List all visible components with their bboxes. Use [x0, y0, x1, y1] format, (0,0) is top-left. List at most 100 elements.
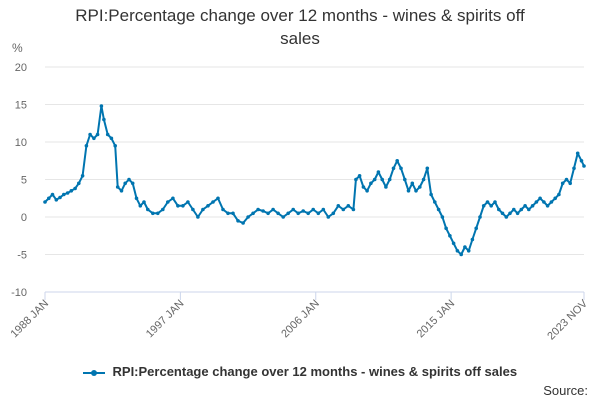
data-point[interactable]: [575, 151, 580, 156]
data-point[interactable]: [113, 144, 117, 148]
data-point[interactable]: [391, 166, 396, 171]
data-point[interactable]: [568, 181, 572, 186]
data-point[interactable]: [341, 207, 346, 212]
data-point[interactable]: [357, 174, 362, 178]
data-point[interactable]: [433, 200, 437, 204]
data-point[interactable]: [291, 207, 296, 212]
data-point[interactable]: [166, 200, 170, 204]
data-point[interactable]: [384, 185, 388, 189]
data-point[interactable]: [296, 211, 301, 216]
data-point[interactable]: [176, 204, 180, 208]
data-point[interactable]: [138, 204, 143, 208]
data-point[interactable]: [466, 249, 471, 253]
data-point[interactable]: [572, 166, 576, 171]
data-point[interactable]: [95, 132, 100, 137]
data-point[interactable]: [406, 189, 411, 193]
data-point[interactable]: [354, 177, 358, 182]
data-point[interactable]: [226, 211, 230, 216]
data-point[interactable]: [130, 181, 135, 186]
data-point[interactable]: [73, 186, 77, 191]
data-point[interactable]: [376, 170, 381, 174]
data-point[interactable]: [311, 207, 316, 212]
data-point[interactable]: [151, 211, 155, 216]
data-point[interactable]: [58, 195, 62, 200]
data-point[interactable]: [246, 215, 250, 219]
data-point[interactable]: [497, 207, 501, 212]
data-point[interactable]: [88, 132, 92, 137]
data-point[interactable]: [109, 136, 114, 141]
data-point[interactable]: [429, 192, 433, 197]
data-point[interactable]: [410, 181, 415, 186]
data-point[interactable]: [221, 207, 225, 212]
data-point[interactable]: [418, 185, 422, 189]
data-point[interactable]: [395, 159, 400, 163]
data-point[interactable]: [181, 204, 185, 208]
data-point[interactable]: [557, 192, 561, 197]
data-point[interactable]: [553, 196, 557, 201]
data-point[interactable]: [206, 204, 210, 208]
data-point[interactable]: [231, 211, 235, 216]
data-point[interactable]: [448, 234, 452, 238]
data-point[interactable]: [463, 245, 467, 249]
data-point[interactable]: [326, 215, 331, 219]
data-point[interactable]: [403, 177, 407, 182]
data-point[interactable]: [142, 200, 146, 204]
data-point[interactable]: [256, 207, 260, 212]
data-point[interactable]: [451, 241, 456, 246]
data-point[interactable]: [500, 211, 505, 216]
data-point[interactable]: [579, 159, 584, 163]
data-point[interactable]: [504, 215, 509, 219]
data-point[interactable]: [380, 177, 385, 182]
data-point[interactable]: [351, 207, 356, 212]
data-point[interactable]: [266, 211, 270, 216]
legend[interactable]: RPI:Percentage change over 12 months - w…: [0, 364, 600, 379]
data-point[interactable]: [478, 215, 482, 219]
data-point[interactable]: [538, 196, 542, 201]
data-point[interactable]: [54, 198, 59, 202]
data-point[interactable]: [306, 211, 311, 216]
data-point[interactable]: [331, 211, 336, 216]
data-point[interactable]: [241, 221, 245, 225]
data-point[interactable]: [474, 226, 479, 231]
data-point[interactable]: [99, 104, 104, 108]
data-point[interactable]: [316, 211, 321, 216]
data-point[interactable]: [421, 177, 426, 182]
data-point[interactable]: [425, 166, 430, 171]
data-point[interactable]: [387, 177, 392, 182]
data-point[interactable]: [281, 215, 286, 219]
data-point[interactable]: [545, 204, 550, 208]
data-point[interactable]: [346, 204, 351, 208]
data-point[interactable]: [436, 207, 441, 212]
data-point[interactable]: [92, 136, 96, 141]
data-point[interactable]: [47, 196, 51, 201]
data-point[interactable]: [271, 207, 275, 212]
data-point[interactable]: [519, 207, 524, 212]
data-point[interactable]: [65, 191, 70, 195]
data-point[interactable]: [489, 204, 494, 208]
data-point[interactable]: [301, 209, 306, 213]
data-point[interactable]: [336, 204, 341, 208]
data-point[interactable]: [515, 211, 520, 216]
data-point[interactable]: [582, 164, 586, 168]
data-point[interactable]: [62, 192, 66, 197]
data-point[interactable]: [134, 196, 139, 201]
data-point[interactable]: [459, 252, 464, 257]
data-point[interactable]: [365, 189, 369, 193]
data-point[interactable]: [361, 185, 366, 189]
data-point[interactable]: [481, 204, 486, 208]
data-point[interactable]: [102, 117, 106, 122]
data-point[interactable]: [84, 144, 89, 148]
data-point[interactable]: [485, 200, 490, 204]
data-point[interactable]: [115, 185, 120, 189]
data-point[interactable]: [286, 211, 291, 216]
data-point[interactable]: [530, 204, 535, 208]
data-point[interactable]: [50, 192, 55, 197]
data-point[interactable]: [191, 207, 195, 212]
data-point[interactable]: [564, 177, 569, 182]
data-point[interactable]: [276, 211, 280, 216]
data-point[interactable]: [196, 215, 200, 219]
data-point[interactable]: [542, 200, 546, 204]
data-point[interactable]: [414, 189, 418, 193]
data-point[interactable]: [236, 219, 240, 223]
data-point[interactable]: [186, 200, 190, 204]
